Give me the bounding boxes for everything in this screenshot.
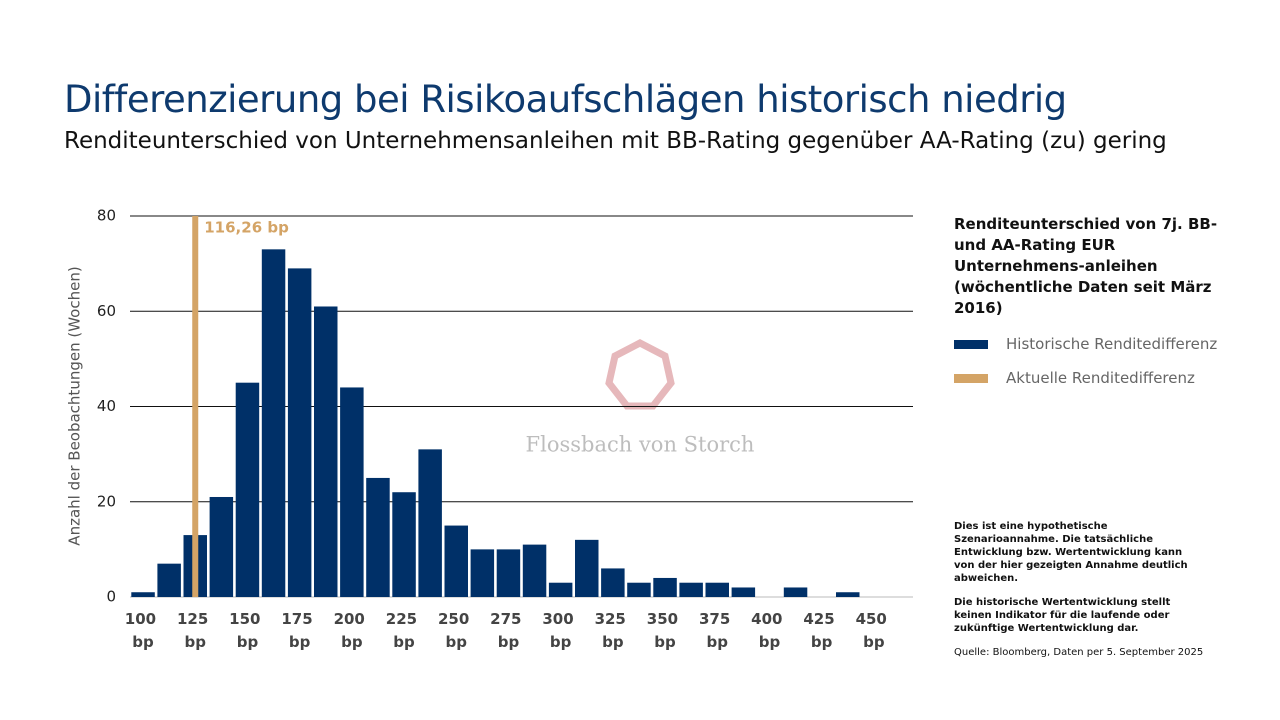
x-tick-label: 425 bp — [803, 610, 840, 651]
watermark: Flossbach von Storch — [526, 433, 755, 457]
y-tick-label: 20 — [97, 492, 116, 510]
bar — [496, 549, 521, 597]
bar — [836, 592, 860, 597]
subtitle: Renditeunterschied von Unternehmensanlei… — [64, 128, 1167, 154]
legend-swatch — [954, 373, 988, 383]
bar — [392, 492, 416, 597]
title: Differenzierung bei Risikoaufschlägen hi… — [64, 78, 1067, 121]
x-tick-label: 150 bp — [229, 610, 266, 651]
y-tick-label: 0 — [106, 588, 116, 606]
x-tick-label: 275 bp — [490, 610, 527, 651]
bar — [131, 592, 155, 597]
bar — [601, 568, 625, 597]
bar — [470, 549, 495, 597]
legend-item: Historische Renditedifferenz — [954, 335, 1244, 353]
bar — [679, 582, 703, 597]
bar — [575, 539, 599, 597]
bar — [340, 387, 364, 597]
x-tick-label: 100 bp — [125, 610, 162, 651]
bar — [444, 525, 468, 597]
x-tick-label: 350 bp — [647, 610, 684, 651]
legend: Renditeunterschied von 7j. BB- und AA-Ra… — [954, 214, 1244, 387]
bar — [783, 587, 808, 597]
notes: Dies ist eine hypothetische Szenarioanna… — [954, 520, 1204, 670]
bar — [209, 496, 234, 597]
bar — [418, 449, 442, 597]
bar — [522, 544, 547, 597]
current-label: 116,26 bp — [204, 219, 289, 237]
x-tick-label: 375 bp — [699, 610, 736, 651]
y-axis-label: Anzahl der Beobachtungen (Wochen) — [66, 266, 84, 545]
y-tick-label: 60 — [97, 302, 116, 320]
bar — [157, 563, 181, 597]
x-tick-label: 300 bp — [542, 610, 579, 651]
bar — [627, 582, 651, 597]
legend-swatch — [954, 339, 988, 349]
x-tick-label: 175 bp — [281, 610, 318, 651]
legend-label: Historische Renditedifferenz — [1006, 335, 1218, 353]
legend-title: Renditeunterschied von 7j. BB- und AA-Ra… — [954, 215, 1218, 317]
bar — [653, 577, 677, 597]
x-tick-label: 325 bp — [595, 610, 632, 651]
y-tick-label: 40 — [97, 397, 116, 415]
x-tick-label: 450 bp — [856, 610, 893, 651]
bar — [287, 268, 312, 597]
x-tick-label: 200 bp — [334, 610, 371, 651]
x-tick-label: 225 bp — [386, 610, 423, 651]
bar — [314, 306, 338, 597]
x-tick-label: 250 bp — [438, 610, 475, 651]
bar — [705, 582, 729, 597]
note: Dies ist eine hypothetische Szenarioanna… — [954, 521, 1188, 584]
bar — [548, 582, 573, 597]
x-tick-label: 125 bp — [177, 610, 214, 651]
bar — [366, 477, 390, 597]
x-tick-label: 400 bp — [751, 610, 788, 651]
watermark-logo — [605, 339, 675, 410]
legend-label: Aktuelle Renditedifferenz — [1006, 369, 1195, 387]
legend-item: Aktuelle Renditedifferenz — [954, 369, 1244, 387]
y-tick-label: 80 — [97, 207, 116, 225]
note: Die historische Wertentwicklung stellt k… — [954, 597, 1171, 634]
bar — [235, 382, 260, 597]
source: Quelle: Bloomberg, Daten per 5. Septembe… — [954, 647, 1204, 658]
bar — [261, 249, 286, 597]
bar — [731, 587, 756, 597]
